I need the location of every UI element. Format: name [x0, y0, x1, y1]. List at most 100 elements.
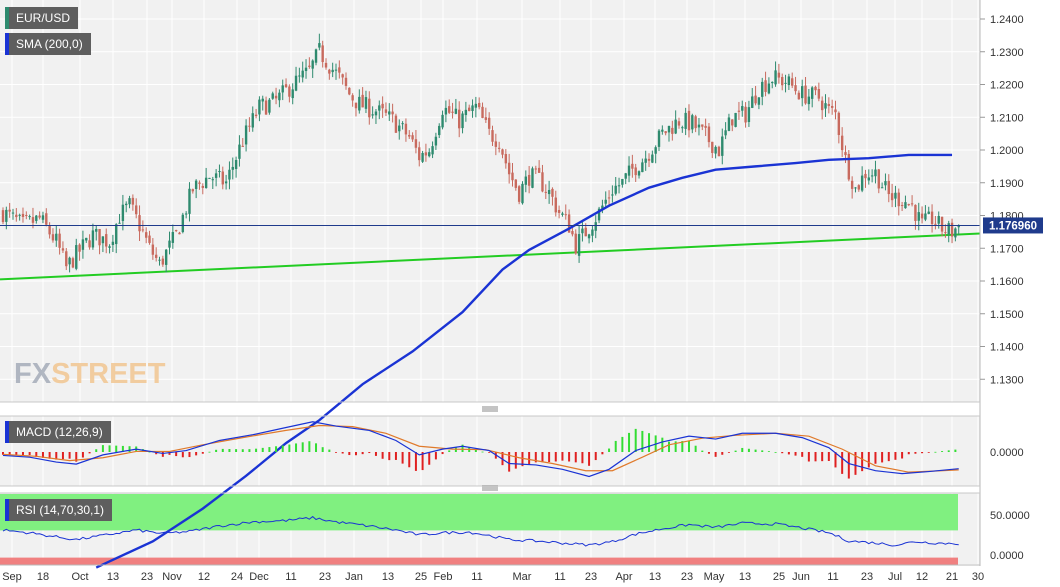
macd-histogram-bar	[361, 452, 364, 455]
candle-body	[221, 171, 224, 185]
macd-histogram-bar	[201, 452, 204, 454]
sma-legend[interactable]: SMA (200,0)	[5, 33, 91, 55]
macd-histogram-bar	[388, 452, 391, 461]
candle-body	[854, 187, 857, 189]
price-tick-label: 1.1600	[990, 276, 1024, 288]
macd-histogram-bar	[235, 449, 238, 452]
candle-body	[348, 87, 351, 95]
candle-body	[78, 244, 81, 252]
time-tick-label: Dec	[249, 571, 269, 583]
macd-histogram-bar	[548, 452, 551, 463]
rsi-line	[2, 515, 959, 547]
macd-histogram-bar	[934, 451, 937, 453]
candle-body	[261, 98, 264, 102]
macd-histogram-bar	[761, 450, 764, 452]
candle-body	[797, 92, 801, 100]
candle-body	[128, 198, 131, 205]
candles	[1, 33, 960, 273]
macd-histogram-bar	[721, 452, 724, 455]
macd-histogram-bar	[787, 452, 790, 455]
candle-body	[571, 231, 574, 235]
macd-histogram-bar	[687, 440, 690, 452]
price-tick-label: 1.2100	[990, 112, 1024, 124]
candle-body	[164, 249, 168, 265]
candle-body	[914, 204, 917, 221]
time-tick-label: 11	[471, 571, 482, 583]
candle-body	[208, 177, 211, 179]
candle-body	[378, 105, 381, 111]
candle-body	[98, 229, 101, 246]
time-tick-label: Feb	[434, 571, 453, 583]
candle-body	[937, 215, 940, 224]
candle-body	[817, 89, 821, 99]
rsi-oversold-zone	[0, 557, 958, 565]
sma-200-path	[95, 153, 953, 569]
macd-histogram-bar	[927, 452, 930, 453]
macd-histogram-bar	[175, 452, 178, 457]
time-tick-label: 25	[415, 571, 427, 583]
macd-histogram-bar	[15, 452, 18, 455]
candle-body	[910, 203, 914, 205]
candle-body	[454, 108, 458, 114]
candle-body	[621, 178, 624, 185]
candle-body	[604, 199, 607, 204]
candle-body	[151, 244, 155, 255]
macd-histogram-bar	[161, 452, 164, 457]
candle-body	[238, 144, 241, 159]
pair-legend[interactable]: EUR/USD	[5, 7, 79, 29]
candle-body	[268, 99, 271, 113]
macd-legend[interactable]: MACD (12,26,9)	[5, 421, 111, 443]
rsi-resize-handle[interactable]	[478, 484, 502, 493]
candle-body	[947, 223, 950, 235]
last-price-badge-bg	[983, 217, 1043, 234]
candle-body	[284, 84, 288, 88]
candle-body	[537, 167, 541, 173]
candle-body	[48, 225, 51, 235]
candle-body	[408, 134, 411, 137]
macd-histogram-bar	[668, 441, 670, 452]
macd-resize-handle[interactable]	[478, 404, 502, 414]
candle-body	[840, 135, 844, 151]
macd-histogram-bar	[281, 445, 284, 452]
rsi-legend[interactable]: RSI (14,70,30,1)	[5, 499, 113, 521]
candle-body	[274, 95, 278, 99]
candle-body	[897, 192, 900, 207]
time-tick-label: 11	[285, 571, 296, 583]
candle-body	[374, 111, 378, 116]
candle-body	[827, 103, 831, 107]
macd-histogram-bar	[68, 452, 71, 459]
time-tick-label: 23	[585, 571, 597, 583]
price-tick-label: 1.2000	[990, 145, 1024, 157]
grid-lines	[0, 18, 980, 380]
macd-histogram-bar	[275, 446, 278, 452]
candle-body	[371, 114, 374, 116]
macd-histogram-bar	[834, 452, 837, 468]
candle-body	[624, 173, 627, 179]
candle-body	[654, 147, 657, 154]
candle-body	[787, 76, 791, 86]
candle-body	[144, 232, 148, 238]
time-tick-label: 23	[141, 571, 153, 583]
macd-histogram-bar	[261, 447, 264, 452]
macd-histogram-bar	[481, 451, 484, 453]
candle-body	[424, 152, 428, 156]
macd-histogram-bar	[894, 452, 897, 460]
macd-histogram-bar	[434, 452, 437, 460]
macd-histogram-bar	[221, 448, 224, 452]
candle-body	[184, 213, 188, 215]
time-tick-label: 13	[739, 571, 751, 583]
candle-body	[304, 67, 308, 72]
candle-body	[471, 105, 474, 111]
candle-body	[567, 214, 571, 233]
candle-body	[368, 98, 371, 118]
candle-body	[541, 172, 544, 192]
macd-histogram-bar	[208, 451, 211, 453]
macd-histogram-bar	[561, 452, 564, 461]
candle-body	[804, 85, 807, 104]
candle-body	[830, 105, 834, 108]
candle-body	[458, 109, 461, 129]
macd-histogram-bar	[541, 452, 544, 463]
candle-body	[244, 125, 248, 145]
